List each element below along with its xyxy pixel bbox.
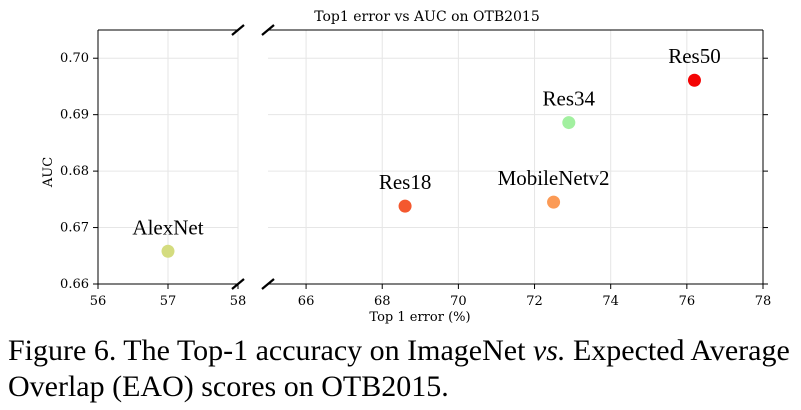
- y-axis-label: AUC: [41, 157, 56, 188]
- scatter-chart: Top1 error vs AUC on OTB2015 56 57 58 66 68 7…: [41, 9, 771, 325]
- y-tick-label: 0.67: [60, 221, 89, 236]
- x-tick-label: 70: [450, 294, 467, 309]
- point-mobilenetv2: [547, 195, 561, 209]
- x-tick-label: 58: [230, 294, 247, 309]
- axis-break-mark: [261, 24, 275, 36]
- point-label-alexnet: AlexNet: [132, 215, 203, 239]
- x-tick-label: 76: [679, 294, 696, 309]
- point-res50: [687, 73, 701, 87]
- figure-caption: Figure 6. The Top-1 accuracy on ImageNet…: [8, 333, 798, 405]
- point-label-mobilenetv2: MobileNetv2: [498, 166, 610, 190]
- caption-prefix: Figure 6. The Top-1 accuracy on ImageNet: [8, 334, 533, 367]
- data-points: AlexNet Res18 MobileNetv2 Res34 Res50: [132, 44, 721, 258]
- y-tick-label: 0.66: [60, 277, 89, 292]
- point-label-res18: Res18: [379, 170, 432, 194]
- x-tick-label: 68: [374, 294, 391, 309]
- x-tick-label: 74: [602, 294, 619, 309]
- x-tick-label: 57: [160, 294, 177, 309]
- ticks: 56 57 58 66 68 70 72 74 76 78 0.66 0.67 0.68 0.69 0.70: [60, 51, 771, 309]
- y-tick-label: 0.68: [60, 164, 89, 179]
- y-tick-label: 0.69: [60, 108, 89, 123]
- axes: [97, 24, 764, 290]
- x-axis-label: Top 1 error (%): [369, 310, 470, 325]
- caption-suffix: Expected Average Overlap (EAO) scores on…: [8, 334, 790, 403]
- x-tick-label: 72: [526, 294, 543, 309]
- y-tick-label: 0.70: [60, 51, 89, 66]
- x-tick-label: 78: [755, 294, 772, 309]
- x-tick-label: 56: [90, 294, 107, 309]
- point-res34: [562, 116, 576, 130]
- chart-title: Top1 error vs AUC on OTB2015: [314, 9, 539, 25]
- point-label-res34: Res34: [543, 87, 596, 111]
- point-label-res50: Res50: [668, 44, 721, 68]
- point-alexnet: [161, 244, 175, 258]
- axis-break-mark: [261, 278, 275, 290]
- x-tick-label: 66: [298, 294, 315, 309]
- axis-break-mark: [231, 24, 245, 36]
- grid: [97, 30, 764, 285]
- caption-emphasis: vs.: [532, 334, 566, 367]
- point-res18: [398, 199, 412, 213]
